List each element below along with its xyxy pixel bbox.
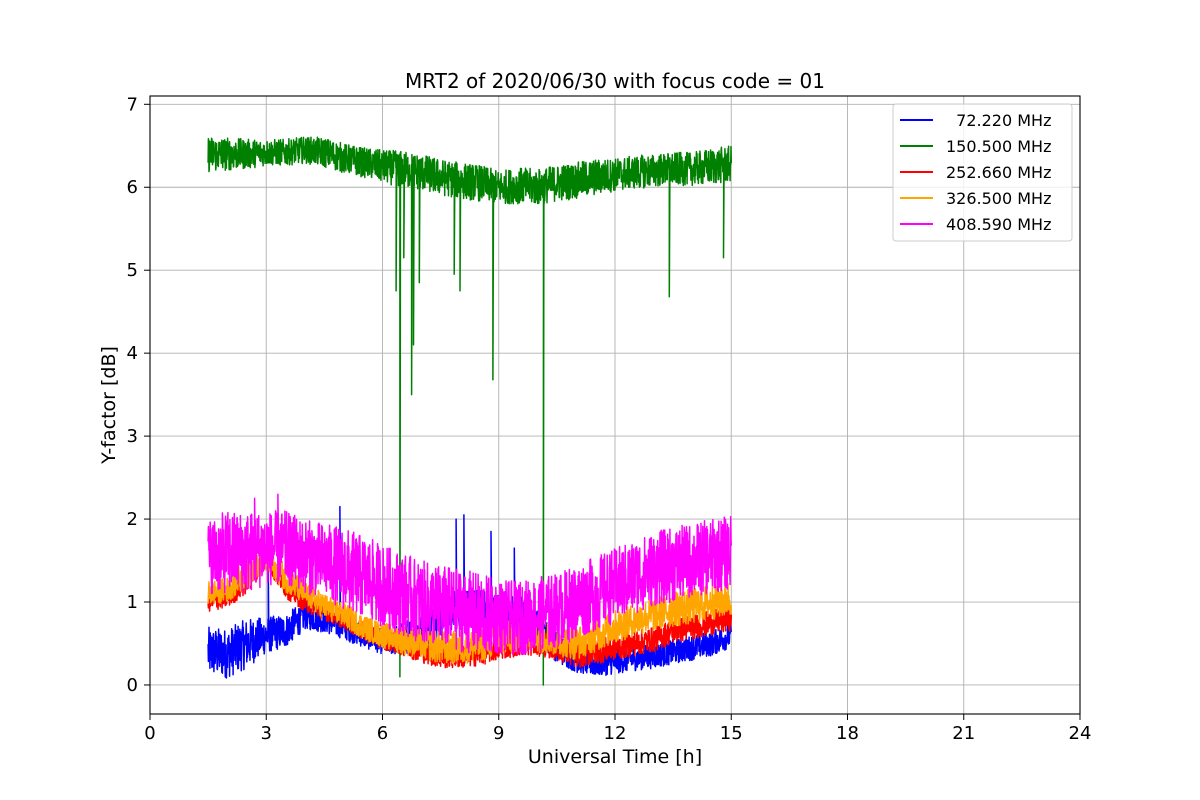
legend-label: 150.500 MHz — [946, 137, 1051, 156]
legend-label: 408.590 MHz — [946, 215, 1051, 234]
legend-label: 326.500 MHz — [946, 189, 1051, 208]
y-tick-label: 2 — [127, 509, 138, 530]
y-tick-label: 4 — [127, 343, 138, 364]
x-tick-label: 12 — [604, 723, 627, 744]
y-tick-label: 6 — [127, 177, 138, 198]
y-tick-label: 5 — [127, 260, 138, 281]
x-tick-label: 6 — [377, 723, 388, 744]
series-line — [207, 493, 733, 656]
legend-label: 72.220 MHz — [946, 111, 1051, 130]
plot-area — [207, 136, 733, 686]
y-tick-label: 7 — [127, 94, 138, 115]
x-tick-label: 15 — [720, 723, 743, 744]
series-line — [207, 556, 733, 669]
x-tick-label: 24 — [1069, 723, 1092, 744]
series-line — [207, 136, 733, 686]
legend-box — [892, 103, 1073, 242]
x-tick-label: 21 — [952, 723, 975, 744]
x-tick-label: 18 — [836, 723, 859, 744]
x-tick-label: 9 — [493, 723, 504, 744]
chart-title: MRT2 of 2020/06/30 with focus code = 01 — [405, 69, 825, 93]
series-group — [207, 136, 733, 686]
legend: 72.220 MHz 150.500 MHz 252.660 MHz 326.500 … — [892, 103, 1073, 242]
x-axis-label: Universal Time [h] — [528, 746, 702, 768]
x-tick-label: 0 — [144, 723, 155, 744]
y-tick-label: 1 — [127, 592, 138, 613]
x-tick-label: 3 — [261, 723, 272, 744]
legend-label: 252.660 MHz — [946, 163, 1051, 182]
y-axis-label: Y-factor [dB] — [98, 346, 120, 465]
y-tick-label: 3 — [127, 426, 138, 447]
y-tick-label: 0 — [127, 675, 138, 696]
